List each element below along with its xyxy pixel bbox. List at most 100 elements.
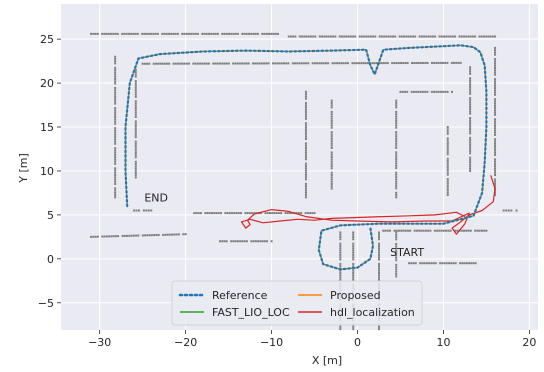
map-point: [304, 129, 307, 132]
map-point: [436, 229, 439, 232]
map-point: [413, 229, 416, 232]
map-point: [395, 247, 398, 250]
map-point: [395, 256, 398, 259]
map-point: [421, 90, 424, 93]
map-point: [108, 235, 111, 238]
map-point: [459, 262, 462, 265]
map-point: [443, 35, 446, 38]
map-point: [304, 191, 307, 194]
legend-label-0: Reference: [212, 289, 268, 302]
map-point: [442, 229, 445, 232]
map-point: [230, 32, 233, 35]
map-point: [132, 234, 135, 237]
map-point: [339, 276, 342, 279]
map-point: [159, 62, 162, 65]
map-point: [378, 247, 380, 250]
map-point: [114, 86, 117, 89]
map-point: [216, 62, 219, 65]
map-point: [446, 171, 449, 174]
map-point: [494, 93, 497, 96]
map-point: [401, 90, 404, 93]
map-point: [225, 240, 228, 243]
map-point: [114, 109, 117, 112]
map-point: [330, 176, 333, 179]
map-point: [134, 154, 137, 157]
map-point: [429, 229, 432, 232]
map-point: [494, 82, 497, 85]
map-point: [404, 62, 407, 65]
map-point: [352, 256, 355, 259]
map-point: [276, 62, 279, 65]
map-point: [333, 62, 336, 65]
map-point: [395, 164, 398, 167]
map-point: [276, 32, 279, 35]
map-point: [219, 212, 222, 215]
map-point: [274, 32, 277, 35]
map-point: [304, 182, 307, 185]
map-point: [264, 212, 267, 215]
map-point: [494, 165, 497, 168]
map-point: [494, 142, 497, 145]
map-point: [197, 212, 200, 215]
map-point: [114, 62, 117, 65]
x-tick-label: −10: [260, 336, 283, 349]
map-point: [114, 82, 117, 85]
map-point: [265, 62, 268, 65]
map-point: [330, 122, 333, 125]
map-point: [250, 240, 253, 243]
map-point: [266, 212, 269, 215]
map-point: [395, 194, 398, 197]
map-point: [92, 32, 95, 35]
map-point: [489, 35, 492, 38]
map-point: [469, 158, 472, 161]
map-point: [152, 62, 155, 65]
map-point: [391, 62, 394, 65]
map-point: [378, 35, 381, 38]
map-point: [168, 62, 171, 65]
map-point: [454, 262, 457, 265]
map-point: [183, 32, 186, 35]
map-point: [439, 90, 442, 93]
map-point: [469, 103, 472, 106]
map-point: [114, 93, 117, 96]
map-point: [298, 62, 301, 65]
map-point: [165, 32, 168, 35]
map-point: [114, 75, 117, 78]
map-point: [114, 32, 117, 35]
map-point: [402, 229, 405, 232]
map-point: [134, 156, 137, 159]
map-point: [221, 62, 224, 65]
map-point: [271, 212, 274, 215]
map-point: [339, 247, 342, 250]
map-point: [114, 194, 117, 197]
map-point: [360, 62, 363, 65]
map-point: [141, 32, 144, 35]
map-point: [206, 212, 209, 215]
map-point: [446, 139, 449, 142]
map-point: [494, 162, 497, 165]
map-point: [214, 62, 217, 65]
map-point: [494, 185, 497, 188]
map-point: [331, 62, 334, 65]
map-point: [123, 234, 126, 237]
map-point: [304, 169, 307, 172]
map-point: [286, 212, 289, 215]
map-point: [465, 35, 468, 38]
map-point: [181, 32, 184, 35]
map-point: [443, 262, 446, 265]
map-point: [494, 153, 497, 156]
map-point: [450, 61, 453, 64]
map-point: [494, 35, 497, 38]
map-point: [378, 271, 380, 274]
map-point: [304, 189, 307, 192]
map-point: [312, 35, 315, 38]
map-point: [171, 233, 174, 236]
map-point: [134, 115, 137, 118]
map-point: [304, 146, 307, 149]
map-point: [304, 164, 307, 167]
map-point: [327, 35, 330, 38]
map-point: [219, 240, 221, 243]
map-point: [204, 212, 207, 215]
map-point: [422, 61, 425, 64]
map-point: [304, 115, 307, 118]
